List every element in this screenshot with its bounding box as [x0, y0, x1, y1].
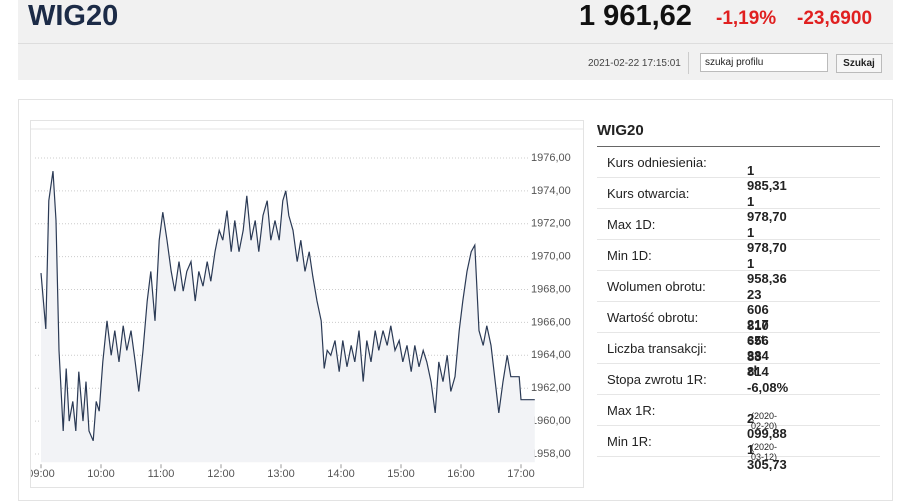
stats-row: Kurs odniesienia: 1 985,31: [597, 147, 880, 193]
x-tick-label: 14:00: [327, 468, 355, 480]
y-tick-label: 1962,00: [531, 382, 571, 394]
x-tick-label: 13:00: [267, 468, 295, 480]
change-abs: -23,6900: [797, 8, 873, 29]
stat-value-text: 810 656 384 zł: [747, 318, 769, 378]
y-tick-label: 1976,00: [531, 152, 571, 164]
y-tick-label: 1966,00: [531, 316, 571, 328]
y-tick-label: 1974,00: [531, 185, 571, 197]
change-pct: -1,19%: [716, 8, 777, 29]
y-tick-label: 1968,00: [531, 283, 571, 295]
stat-value-text: 2 099,88: [747, 411, 787, 441]
separator: [688, 52, 689, 74]
stats-title: WIG20: [597, 120, 880, 147]
stats-row: Stopa zwrotu 1R: -6,08%: [597, 364, 880, 395]
stat-label: Kurs otwarcia:: [607, 186, 690, 201]
y-tick-label: 1960,00: [531, 415, 571, 427]
stat-value-text: 1 985,31: [747, 163, 787, 193]
page: WIG20 1 961,62 -1,19% -23,6900 2021-02-2…: [18, 0, 893, 501]
stats-row: Max 1D: 1 978,70: [597, 209, 880, 255]
stat-label: Liczba transakcji:: [607, 341, 707, 356]
chart: 1958,00 1960,00 1962,00 1964,00 1966,00 1968,…: [30, 120, 584, 488]
stat-value-text: 83 814: [747, 349, 769, 379]
header-bar: WIG20 1 961,62 -1,19% -23,6900 2021-02-2…: [18, 0, 893, 80]
price: 1 961,62: [579, 0, 692, 32]
stat-note: (2020-03-12): [751, 442, 778, 462]
x-tick-label: 15:00: [387, 468, 415, 480]
stat-label: Min 1R:: [607, 434, 652, 449]
x-tick-label: 17:00: [507, 468, 535, 480]
stats-row: Wolumen obrotu: 23 606 217 szt.: [597, 271, 880, 347]
x-tick-label: 09:00: [30, 468, 55, 480]
x-tick-label: 11:00: [148, 468, 175, 480]
y-tick-label: 1972,00: [531, 218, 571, 230]
stat-label: Max 1R:: [607, 403, 656, 418]
stats-row: Max 1R: 2 099,88 (2020-02-20): [597, 395, 880, 441]
x-tick-label: 10:00: [87, 468, 115, 480]
stat-value-text: 1 978,70: [747, 225, 787, 255]
stat-label: Wartość obrotu:: [607, 310, 699, 325]
stat-value-text: 1 958,36: [747, 256, 787, 286]
y-tick-label: 1958,00: [531, 448, 571, 460]
stat-note: (2020-02-20): [751, 411, 778, 431]
stat-label: Max 1D:: [607, 217, 656, 232]
price-line: [40, 171, 535, 442]
stat-label: Stopa zwrotu 1R:: [607, 372, 707, 387]
stat-value-text: 1 978,70: [747, 194, 787, 224]
stats-row: Wartość obrotu: 810 656 384 zł: [597, 302, 880, 378]
y-tick-label: 1970,00: [531, 251, 571, 263]
timestamp: 2021-02-22 17:15:01: [588, 58, 681, 69]
stats-row: Min 1R: 1 305,73 (2020-03-12): [597, 426, 880, 472]
stats-row: Liczba transakcji: 83 814: [597, 333, 880, 379]
stat-value-text: -6,08%: [747, 380, 789, 395]
search-input[interactable]: szukaj profilu: [700, 53, 828, 72]
search-button[interactable]: Szukaj: [836, 54, 882, 73]
stat-label: Kurs odniesienia:: [607, 155, 707, 170]
separator: [18, 43, 893, 44]
stat-label: Min 1D:: [607, 248, 652, 263]
stats-row: Min 1D: 1 958,36: [597, 240, 880, 286]
stat-value-text: 23 606 217 szt.: [747, 287, 769, 347]
stat-value-text: 1 305,73: [747, 442, 787, 472]
stats-row: Kurs otwarcia: 1 978,70: [597, 178, 880, 224]
x-tick-label: 16:00: [447, 468, 475, 480]
index-title: WIG20: [28, 0, 119, 32]
y-tick-label: 1964,00: [531, 349, 571, 361]
area-fill: [41, 171, 535, 463]
stats-table: WIG20 Kurs odniesienia: 1 985,31 Kurs otwa…: [597, 120, 880, 472]
stat-label: Wolumen obrotu:: [607, 279, 706, 294]
x-tick-label: 12:00: [207, 468, 235, 480]
